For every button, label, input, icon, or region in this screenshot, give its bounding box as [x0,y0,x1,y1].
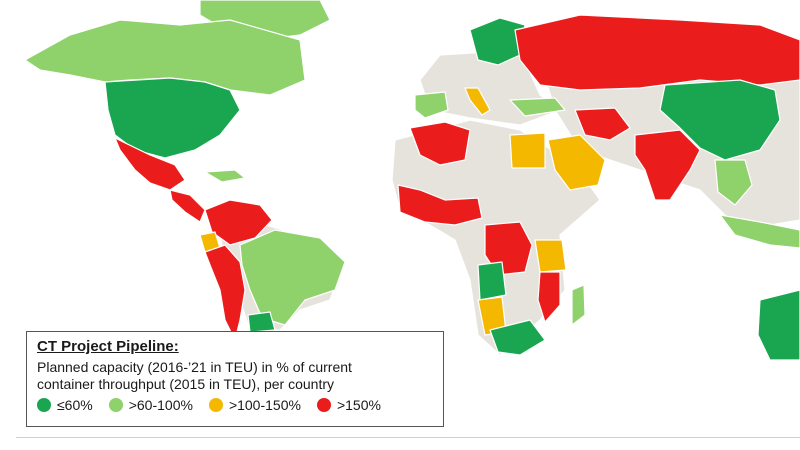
region-turkey [509,97,566,117]
region-china [659,79,781,161]
region-russia [514,14,800,91]
legend-dot-icon [108,398,123,412]
region-south-africa [489,319,546,356]
region-madagascar [571,284,586,326]
legend-dot-icon [37,398,51,412]
region-usa [104,77,241,159]
legend-description-line2: container throughput (2015 in TEU), per … [37,376,335,392]
region-indonesia [719,214,800,249]
region-iran [574,107,631,141]
legend-title: CT Project Pipeline: [37,338,179,355]
region-peru-chile [204,244,246,341]
bottom-divider [16,437,800,438]
region-cuba [204,169,246,183]
region-angola [477,261,507,301]
region-southeast-asia [714,159,753,206]
region-mozambique [537,271,561,323]
region-india [634,129,701,201]
region-saudi-arabia [547,134,606,191]
legend-label: >150% [336,397,381,413]
region-egypt [509,132,546,169]
region-west-africa [397,184,483,226]
legend-item-gt150: >150% [316,397,381,413]
legend-label: >60-100% [128,397,193,413]
legend-items: ≤60% >60-100% >100-150% >150% [37,397,433,413]
region-uruguay [247,311,276,333]
legend-dot-icon [208,398,223,412]
region-italy [464,87,491,116]
legend-item-100-150: >100-150% [208,397,301,413]
region-tanzania [534,239,567,273]
region-dr-congo [484,221,533,276]
legend-label: ≤60% [57,397,93,413]
region-central-america [169,189,206,223]
region-brazil [239,229,346,326]
legend-dot-icon [316,398,331,412]
legend-item-le60: ≤60% [37,397,93,413]
region-iberia [414,91,449,119]
legend-description-line1: Planned capacity (2016-’21 in TEU) in % … [37,359,352,375]
region-australia [757,289,800,361]
region-canada [24,19,306,96]
region-north-africa-west [409,121,471,166]
legend: CT Project Pipeline: Planned capacity (2… [26,331,444,427]
legend-label: >100-150% [228,397,301,413]
legend-item-60-100: >60-100% [108,397,193,413]
